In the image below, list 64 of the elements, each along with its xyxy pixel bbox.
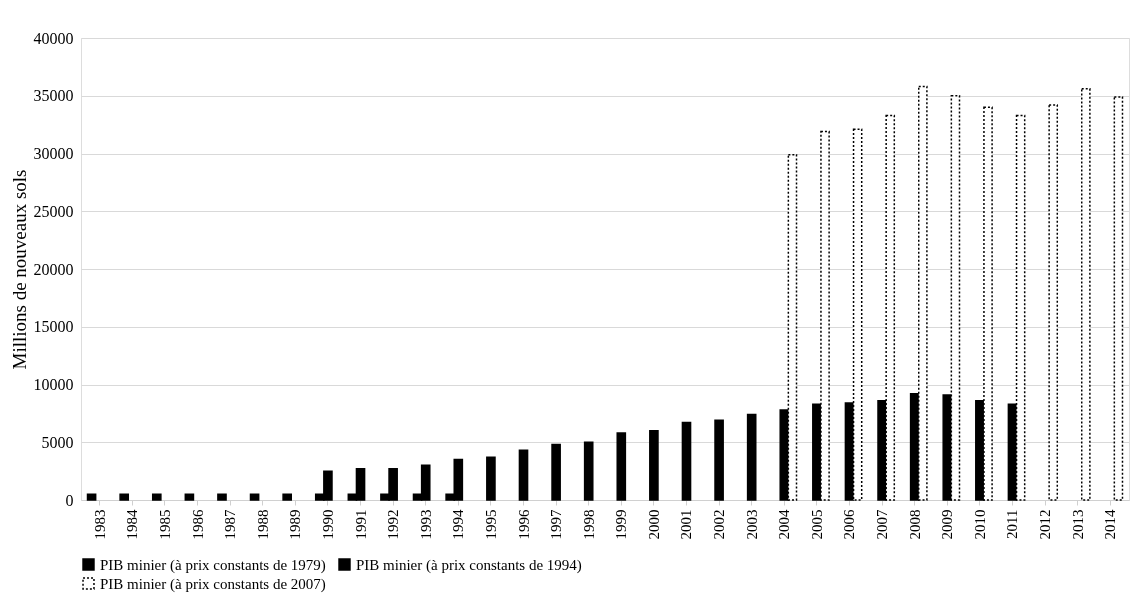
y-tick-label: 5000 bbox=[41, 433, 74, 451]
bar bbox=[1113, 96, 1124, 501]
x-tick-label: 1994 bbox=[450, 509, 467, 540]
legend-label: PIB minier (à prix constants de 2007) bbox=[100, 575, 326, 593]
bar bbox=[282, 493, 292, 501]
y-tick-label: 35000 bbox=[33, 87, 74, 105]
x-tick-label: 1986 bbox=[189, 509, 206, 540]
legend-label: PIB minier (à prix constants de 1994) bbox=[356, 556, 582, 574]
x-tick-label: 1985 bbox=[156, 509, 173, 540]
x-tick-label: 1997 bbox=[548, 509, 565, 540]
bar bbox=[583, 441, 594, 501]
y-tick-label: 20000 bbox=[33, 260, 74, 278]
legend-label: PIB minier (à prix constants de 1979) bbox=[100, 556, 326, 574]
y-tick-label: 25000 bbox=[33, 202, 74, 220]
x-tick-label: 1996 bbox=[515, 509, 532, 540]
bar bbox=[714, 419, 724, 501]
bar bbox=[249, 493, 260, 501]
bar bbox=[681, 421, 692, 501]
x-tick-label: 1987 bbox=[222, 509, 239, 540]
y-tick-label: 30000 bbox=[33, 145, 74, 162]
x-tick-label: 1990 bbox=[319, 509, 336, 540]
x-tick-label: 1983 bbox=[91, 509, 108, 540]
x-tick-label: 1988 bbox=[254, 509, 271, 540]
x-tick-label: 2009 bbox=[939, 509, 956, 540]
y-axis-title: Millions de nouveaux sols bbox=[8, 169, 30, 370]
y-tick-label: 10000 bbox=[33, 376, 74, 393]
y-tick-label: 0 bbox=[65, 491, 74, 509]
y-tick-label: 40000 bbox=[33, 29, 74, 47]
bar bbox=[551, 443, 561, 501]
x-tick-label: 2002 bbox=[711, 509, 728, 540]
bar bbox=[649, 429, 659, 501]
x-tick-label: 1992 bbox=[385, 509, 402, 540]
y-tick-label: 15000 bbox=[33, 318, 74, 336]
x-tick-label: 2008 bbox=[906, 509, 923, 540]
x-tick-label: 2013 bbox=[1069, 509, 1086, 540]
x-tick-label: 1995 bbox=[482, 509, 499, 540]
x-tick-label: 2005 bbox=[808, 509, 825, 540]
bar bbox=[486, 456, 496, 501]
bar bbox=[151, 493, 162, 501]
bar bbox=[616, 432, 627, 501]
bar bbox=[184, 493, 195, 501]
bar bbox=[746, 413, 757, 501]
x-tick-label: 1984 bbox=[124, 509, 141, 540]
x-tick-label: 1989 bbox=[287, 509, 304, 540]
x-tick-label: 2010 bbox=[971, 509, 988, 540]
x-tick-label: 2011 bbox=[1004, 509, 1021, 539]
bar bbox=[1048, 104, 1059, 501]
x-tick-label: 1993 bbox=[417, 509, 434, 540]
x-tick-label: 2003 bbox=[743, 509, 760, 540]
x-tick-label: 1991 bbox=[352, 509, 369, 540]
x-tick-label: 2007 bbox=[874, 509, 891, 540]
bar bbox=[119, 493, 130, 501]
bar bbox=[1080, 88, 1091, 501]
x-tick-label: 2006 bbox=[841, 509, 858, 540]
x-tick-label: 2000 bbox=[645, 509, 662, 540]
x-tick-label: 2014 bbox=[1102, 509, 1119, 540]
bar bbox=[86, 493, 97, 501]
bar bbox=[217, 493, 227, 501]
x-tick-label: 2004 bbox=[776, 509, 793, 540]
x-tick-label: 2012 bbox=[1037, 509, 1054, 540]
x-tick-label: 2001 bbox=[678, 509, 695, 540]
x-tick-label: 1998 bbox=[580, 509, 597, 540]
x-tick-label: 1999 bbox=[613, 509, 630, 540]
bar bbox=[518, 449, 529, 501]
